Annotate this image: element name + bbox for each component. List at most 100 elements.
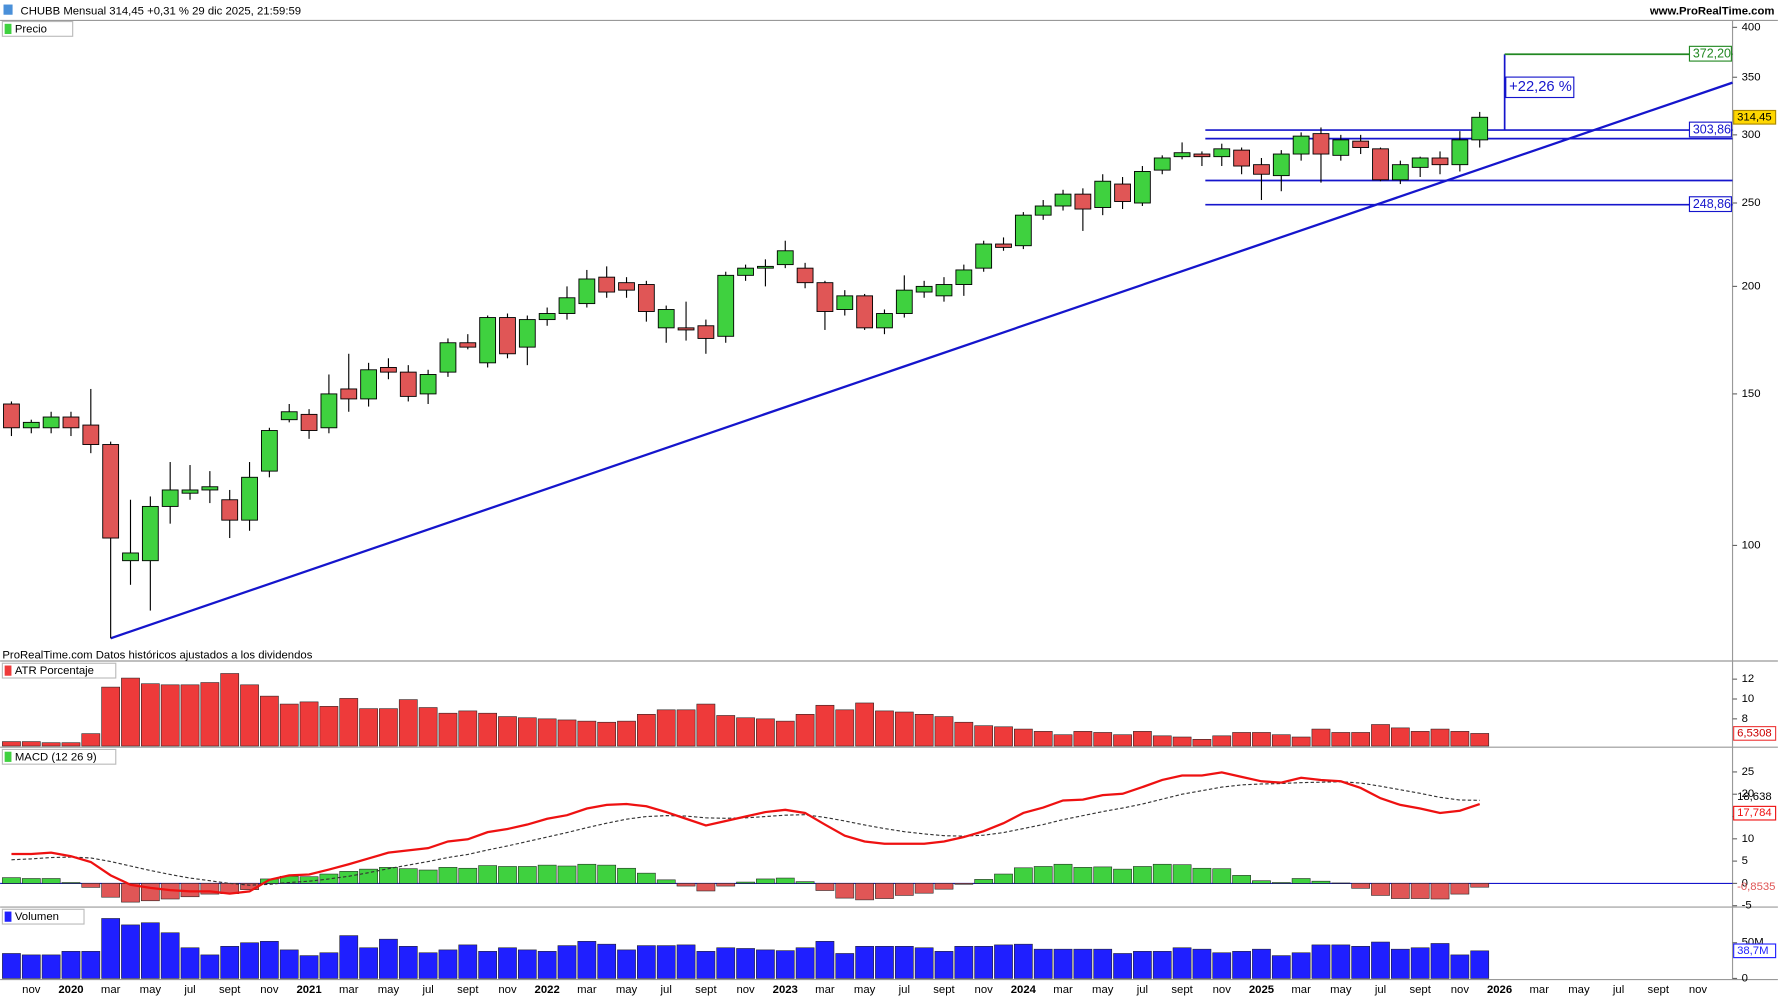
candle-body [558,297,576,314]
pane-title: Volumen [15,911,59,923]
histogram-bar [517,866,537,884]
candle-body [1451,139,1469,166]
candle-body [816,282,834,312]
histogram-bar [1232,875,1251,884]
bar [1033,948,1053,979]
value-tag-label: 6,5308 [1737,727,1772,739]
candle-body [1213,148,1231,158]
signal-last-label: 18,638 [1737,791,1772,803]
x-tick-label: may [1330,984,1352,996]
bar [438,949,458,979]
y-tick-label: 100 [1742,539,1761,551]
candle-body [1114,183,1131,202]
x-tick-label: sept [1171,984,1193,996]
histogram-bar [1172,864,1192,884]
pane-label-box[interactable] [1,908,85,925]
pane-label-box[interactable] [1,20,74,37]
histogram-bar [696,883,716,892]
bar [637,713,656,747]
candle-body [1391,164,1409,181]
bar [736,948,755,979]
footnote: ProRealTime.com Datos históricos ajustad… [2,649,312,661]
bar [1271,955,1291,979]
value-tag-label: 314,45 [1737,111,1772,123]
bar [775,950,795,979]
bar [894,711,914,747]
bar [835,709,855,747]
bar [696,951,716,979]
candle-body [776,250,794,266]
bar [101,918,121,979]
pane-title: MACD (12 26 9) [15,751,97,763]
candle-body [1134,171,1151,204]
candle-body [280,411,298,421]
candle-body [22,421,40,429]
bar [914,947,934,979]
candle-body [1292,135,1310,155]
change-label: +22,26 % [1509,79,1572,95]
candle-body [122,552,139,562]
bar [1252,732,1271,747]
candle-body [82,424,100,445]
bar [1410,947,1430,979]
candle-body [1332,139,1350,156]
header-title: CHUBB Mensual 314,45 +0,31 % 29 dic 2025… [21,5,302,17]
x-tick-label: mar [339,984,359,996]
trendline [110,81,1733,640]
bar [160,684,180,747]
pane-label-box[interactable] [1,662,117,679]
bar [557,719,577,747]
y-tick-label: 350 [1742,71,1761,83]
bar [121,677,140,747]
x-tick-label: 2025 [1249,984,1274,996]
bar [180,684,200,747]
bar [61,742,81,747]
y-tick-label: 200 [1742,280,1761,292]
bar [597,943,617,979]
x-tick-label: 2023 [773,984,798,996]
bar [656,945,676,979]
bar [1371,724,1390,747]
bar [676,944,696,979]
histogram-bar [359,868,378,884]
signal-line [11,781,1480,886]
x-tick-label: may [378,984,400,996]
candle-body [1272,153,1290,177]
bar [1093,948,1113,979]
bar [200,682,220,747]
x-tick-label: may [616,984,638,996]
x-tick-label: sept [219,984,241,996]
bar [140,922,160,979]
histogram-bar [2,877,21,884]
pane-title: Precio [15,23,47,35]
bar [894,946,914,979]
bar [1430,728,1450,747]
bar [81,951,101,979]
candle-body [538,313,556,321]
histogram-bar [835,883,855,899]
histogram-bar [478,865,497,884]
bar [696,703,716,747]
bar [478,712,497,747]
level-label: 303,86 [1693,122,1731,136]
x-tick-label: nov [498,984,517,996]
candle-body [737,267,754,276]
bar [1172,947,1192,979]
bar [21,741,41,747]
histogram-bar [537,864,557,884]
bar [597,721,617,747]
bar [795,947,815,979]
candle-body [1014,214,1032,247]
bar [1093,732,1113,747]
y-tick-label: 10 [1742,693,1755,705]
value-tag [1733,805,1777,821]
pane-label-box[interactable] [1,748,117,765]
header-site: www.ProRealTime.com [1649,5,1775,17]
bar [637,945,656,979]
value-tag-label: 17,784 [1737,807,1772,819]
bar [180,947,200,979]
candle-body [1173,152,1191,158]
candle-body [1034,205,1052,216]
bar [974,946,994,979]
